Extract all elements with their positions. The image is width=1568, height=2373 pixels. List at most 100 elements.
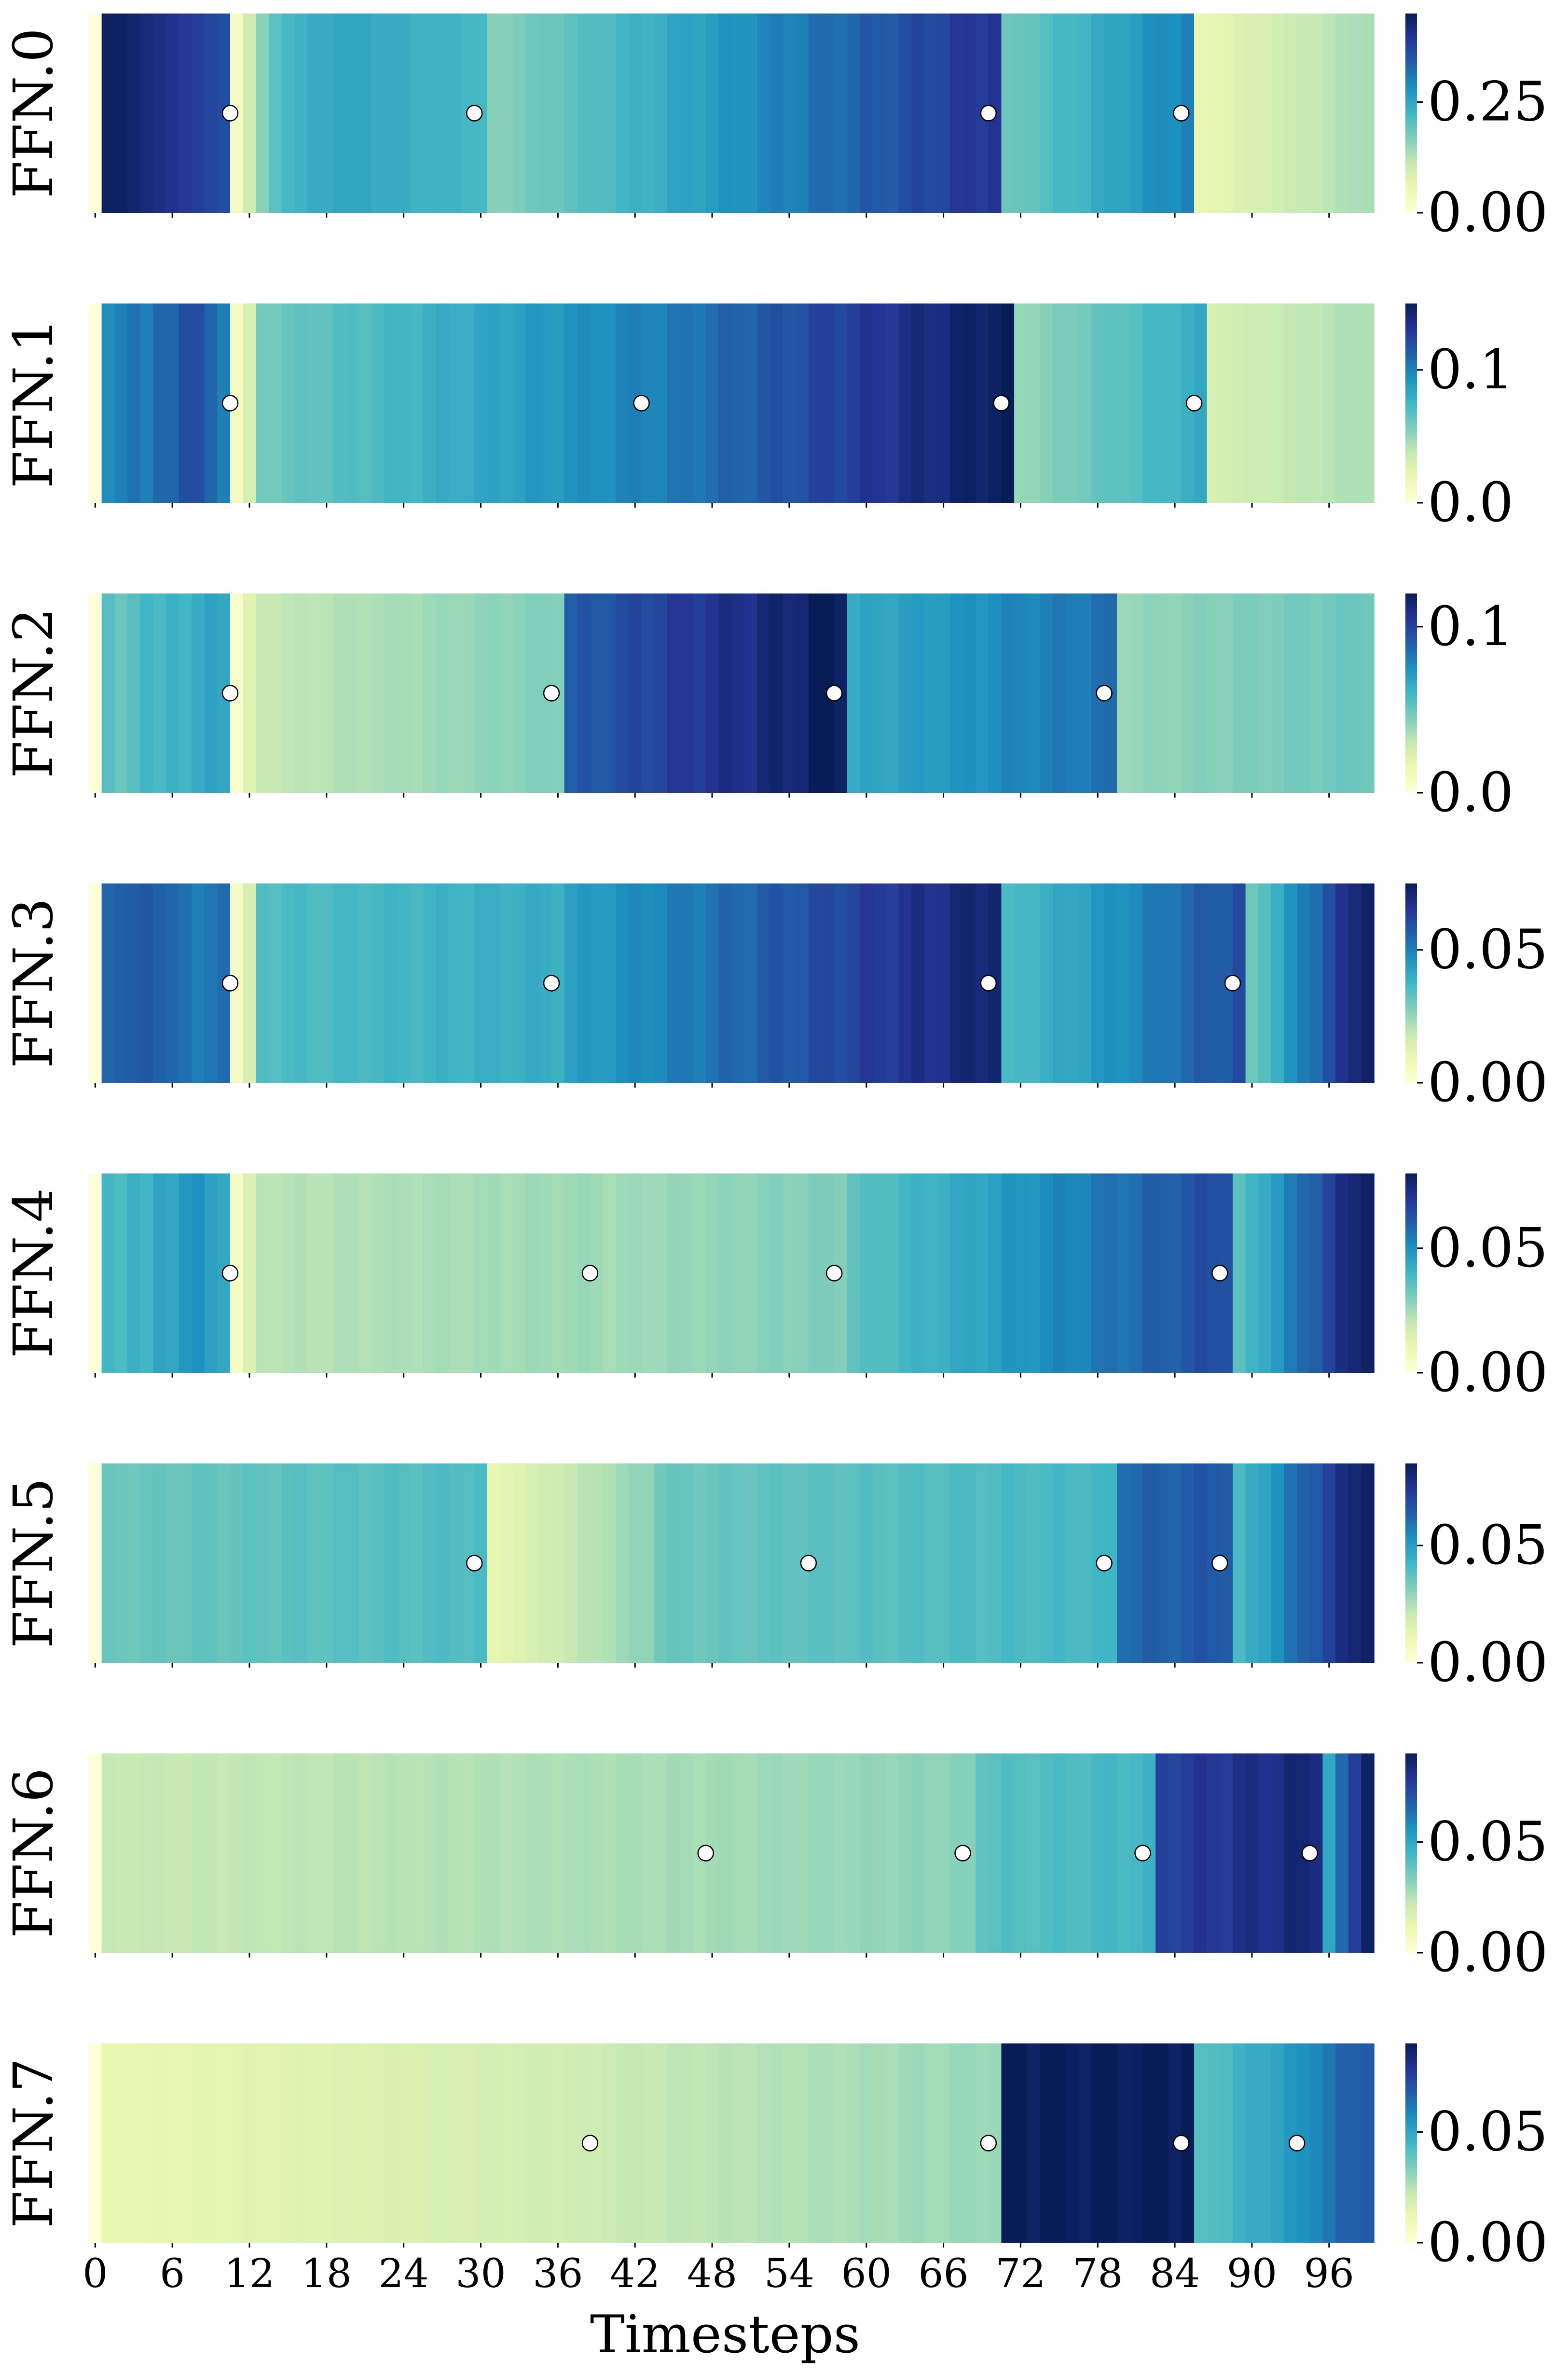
heatmap-cell — [616, 14, 629, 213]
heatmap-cell — [474, 883, 488, 1083]
heatmap-cell — [1207, 2043, 1221, 2243]
heatmap-cell — [1014, 14, 1028, 213]
heatmap-cell — [796, 1173, 809, 1373]
heatmap-cell — [603, 14, 617, 213]
heatmap-cell — [101, 883, 115, 1083]
heatmap-cell — [487, 1173, 501, 1373]
x-tick-label: 96 — [1304, 2251, 1354, 2297]
row-label: FFN.2 — [2, 608, 65, 778]
heatmap-cell — [384, 2043, 398, 2243]
heatmap-cell — [1001, 14, 1015, 213]
heatmap-cell — [1181, 1463, 1195, 1663]
heatmap-cell — [358, 1753, 372, 1953]
heatmap-cell — [500, 593, 513, 793]
heatmap-cell — [873, 593, 886, 793]
heatmap-cell — [693, 14, 706, 213]
heatmap-cell — [770, 2043, 784, 2243]
heatmap-cell — [1181, 593, 1195, 793]
heatmap-cell — [114, 1753, 128, 1953]
segment-marker — [221, 1265, 239, 1282]
heatmap-cell — [1155, 1753, 1169, 1953]
heatmap-cell — [140, 14, 153, 213]
heatmap-cell — [358, 1463, 372, 1663]
heatmap-cell — [1258, 593, 1272, 793]
heatmap-cell — [384, 1463, 398, 1663]
heatmap-cell — [1348, 1463, 1362, 1663]
heatmap-cell — [436, 304, 449, 503]
heatmap-cell — [192, 14, 205, 213]
heatmap-cell — [1104, 14, 1117, 213]
heatmap-cell — [1104, 1753, 1117, 1953]
heatmap-cell — [757, 883, 770, 1083]
heatmap-cell — [1181, 1753, 1195, 1953]
heatmap-cell — [179, 1463, 192, 1663]
heatmap-cell — [1258, 2043, 1272, 2243]
heatmap-cell — [924, 1753, 938, 1953]
segment-marker — [1211, 1555, 1228, 1572]
heatmap-cell — [243, 14, 257, 213]
heatmap-cell — [731, 304, 745, 503]
heatmap-cell — [718, 304, 732, 503]
heatmap-cell — [1027, 883, 1041, 1083]
heatmap-cell — [1297, 1173, 1310, 1373]
heatmap-cell — [538, 1463, 552, 1663]
heatmap-cell — [448, 1463, 462, 1663]
heatmap-cell — [448, 2043, 462, 2243]
heatmap-cell — [358, 14, 372, 213]
heatmap-cell — [192, 1173, 205, 1373]
heatmap-cell — [179, 14, 192, 213]
heatmap-cell — [616, 1753, 629, 1953]
segment-marker — [221, 105, 239, 122]
heatmap-cell — [320, 2043, 333, 2243]
heatmap-cell — [436, 593, 449, 793]
heatmap-cell — [345, 304, 359, 503]
heatmap-cell — [1001, 883, 1015, 1083]
colorbar-tick-label: 0.05 — [1428, 1811, 1548, 1874]
heatmap-cell — [513, 593, 526, 793]
heatmap-cell — [757, 304, 770, 503]
heatmap-cell — [680, 883, 693, 1083]
heatmap-cell — [179, 304, 192, 503]
heatmap-cell — [1322, 304, 1336, 503]
heatmap-cell — [345, 1463, 359, 1663]
heatmap-cell — [590, 883, 604, 1083]
heatmap-cell — [243, 1173, 257, 1373]
heatmap-cell — [937, 883, 950, 1083]
heatmap-cell — [757, 1753, 770, 1953]
heatmap-cell — [1271, 1753, 1285, 1953]
heatmap-cell — [1297, 14, 1310, 213]
heatmap-cell — [705, 304, 719, 503]
heatmap-cell — [153, 593, 166, 793]
heatmap-cell — [333, 1173, 346, 1373]
heatmap-cell — [963, 883, 976, 1083]
colorbar-tick-label: 0.0 — [1428, 471, 1513, 534]
heatmap-cell — [1129, 883, 1143, 1083]
heatmap-cell — [1117, 2043, 1130, 2243]
x-axis: 0 6 12 18 24 30 36 42 48 54 60 66 72 78 84 90 96 — [83, 2251, 1354, 2297]
heatmap-cell — [1014, 2043, 1028, 2243]
heatmap-cell — [1040, 1463, 1053, 1663]
heatmap-cell — [1220, 14, 1233, 213]
heatmap-cell — [525, 2043, 539, 2243]
heatmap-cell — [821, 304, 835, 503]
heatmap-cell — [949, 304, 963, 503]
heatmap-cell — [577, 304, 591, 503]
heatmap-cell — [1129, 14, 1143, 213]
heatmap-cell — [693, 304, 706, 503]
x-tick-label: 0 — [83, 2251, 108, 2297]
heatmap-cell — [654, 593, 668, 793]
heatmap-cell — [461, 2043, 475, 2243]
heatmap-cell — [281, 304, 295, 503]
heatmap-cell — [294, 2043, 308, 2243]
segment-marker — [1134, 1845, 1151, 1862]
heatmap-cell — [718, 593, 732, 793]
heatmap-cell — [718, 1753, 732, 1953]
x-tick-label: 36 — [533, 2251, 583, 2297]
heatmap-cell — [1348, 1753, 1362, 1953]
heatmap-cell — [423, 1173, 437, 1373]
heatmap-cell — [1245, 304, 1259, 503]
heatmap-cell — [140, 1753, 153, 1953]
heatmap-cell — [525, 883, 539, 1083]
heatmap-cell — [358, 304, 372, 503]
